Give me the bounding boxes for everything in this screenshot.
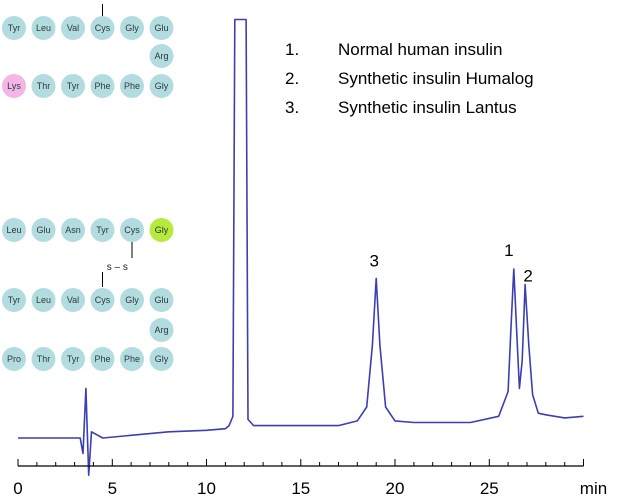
b-bottom-row1-5-label: Glu bbox=[154, 295, 168, 305]
x-tick-label: 15 bbox=[291, 479, 310, 498]
a-chain-3-label: Tyr bbox=[96, 225, 109, 235]
x-tick-label: 20 bbox=[386, 479, 405, 498]
b-bottom-row1-4-label: Gly bbox=[125, 295, 139, 305]
b-bottom-row1-5-circle bbox=[149, 288, 174, 312]
b-bottom-row1-0-circle bbox=[2, 288, 26, 312]
b-top-row1-4-label: Gly bbox=[125, 23, 139, 33]
b-bottom-row1-3-label: Cys bbox=[95, 295, 111, 305]
b-top-row1-1-label: Leu bbox=[36, 23, 51, 33]
a-chain-4-label: Cys bbox=[124, 225, 140, 235]
b-top-row2-2-circle bbox=[61, 74, 85, 98]
b-bottom-row2-0-label: Pro bbox=[7, 354, 21, 364]
a-chain-0-label: Leu bbox=[6, 225, 21, 235]
b-top-row2-2-label: Tyr bbox=[67, 81, 80, 91]
legend-text-2: Synthetic insulin Humalog bbox=[338, 69, 534, 88]
b-top-row2-3-circle bbox=[90, 74, 115, 98]
b-top-row1-0-label: Tyr bbox=[8, 23, 21, 33]
b-bottom-row1-1-label: Leu bbox=[36, 295, 51, 305]
peak-label-3: 3 bbox=[369, 251, 378, 270]
b-top-row2-0-circle bbox=[2, 74, 26, 98]
b-top-row2-4-circle bbox=[120, 74, 144, 98]
b-top-turn-circle bbox=[149, 44, 174, 68]
b-bottom-row2-4-circle bbox=[120, 347, 144, 371]
b-top-row1-0-circle bbox=[2, 16, 26, 40]
b-bottom-row2-3-circle bbox=[90, 347, 115, 371]
a-chain-4-circle bbox=[120, 218, 144, 242]
b-bottom-row2-2-circle bbox=[61, 347, 85, 371]
b-bottom-row2-1-label: Thr bbox=[37, 354, 51, 364]
b-top-row1-2-label: Val bbox=[67, 23, 79, 33]
b-bottom-row1-0-label: Tyr bbox=[8, 295, 21, 305]
b-bottom-row1-2-label: Val bbox=[67, 295, 79, 305]
legend-number-3: 3. bbox=[285, 98, 299, 117]
b-bottom-row2-2-label: Tyr bbox=[67, 354, 80, 364]
a-chain-5-label: Gly bbox=[155, 225, 169, 235]
legend-text-3: Synthetic insulin Lantus bbox=[338, 98, 517, 117]
a-chain-2-circle bbox=[61, 218, 85, 242]
b-top-row1-2-circle bbox=[61, 16, 85, 40]
chromatogram-trace bbox=[18, 18, 584, 476]
b-bottom-row2-1-circle bbox=[31, 347, 56, 371]
x-tick-label: 0 bbox=[13, 479, 22, 498]
x-tick-label: 5 bbox=[108, 479, 117, 498]
x-tick-label: 25 bbox=[480, 479, 499, 498]
b-top-row2-5-label: Gly bbox=[155, 81, 169, 91]
b-top-row1-3-label: Cys bbox=[95, 23, 111, 33]
b-top-row2-5-circle bbox=[149, 74, 174, 98]
b-top-turn-label: Arg bbox=[154, 51, 168, 61]
a-chain-2-label: Asn bbox=[65, 225, 81, 235]
b-top-row1-5-label: Glu bbox=[154, 23, 168, 33]
b-top-row1-1-circle bbox=[31, 16, 56, 40]
a-chain-5-circle bbox=[149, 218, 174, 242]
b-bottom-row1-2-circle bbox=[61, 288, 85, 312]
b-top-row2-0-label: Lys bbox=[7, 81, 21, 91]
b-bottom-row2-4-label: Phe bbox=[124, 354, 140, 364]
a-chain-1-circle bbox=[31, 218, 56, 242]
b-top-row2-4-label: Phe bbox=[124, 81, 140, 91]
b-top-row2-1-label: Thr bbox=[37, 81, 51, 91]
x-tick-label: 10 bbox=[197, 479, 216, 498]
x-axis-unit-label: min bbox=[580, 479, 607, 498]
legend-number-2: 2. bbox=[285, 69, 299, 88]
b-bottom-row2-5-circle bbox=[149, 347, 174, 371]
legend-text-1: Normal human insulin bbox=[338, 40, 502, 59]
peak-label-2: 2 bbox=[523, 267, 532, 286]
b-top-row2-3-label: Phe bbox=[94, 81, 110, 91]
b-bottom-row2-0-circle bbox=[2, 347, 26, 371]
insulin-sequence-diagrams: Tyr Leu Val Cys Gly Glu Arg Lys Thr Tyr Phe Phe Gly L… bbox=[2, 4, 174, 371]
peak-label-1: 1 bbox=[504, 241, 513, 260]
legend: 1. Normal human insulin 2. Synthetic ins… bbox=[285, 40, 534, 117]
b-bottom-turn-label: Arg bbox=[154, 325, 168, 335]
b-top-row1-5-circle bbox=[149, 16, 174, 40]
a-chain-3-circle bbox=[90, 218, 115, 242]
b-top-row2-1-circle bbox=[31, 74, 56, 98]
a-chain-1-label: Glu bbox=[36, 225, 50, 235]
b-top-row1-3-circle bbox=[90, 16, 115, 40]
b-bottom-row2-3-label: Phe bbox=[94, 354, 110, 364]
b-bottom-turn-circle bbox=[149, 318, 174, 342]
legend-number-1: 1. bbox=[285, 40, 299, 59]
b-bottom-row1-1-circle bbox=[31, 288, 56, 312]
disulfide-bond-label: s – s bbox=[107, 262, 128, 273]
b-bottom-row1-3-circle bbox=[90, 288, 115, 312]
x-axis: 0 5 10 15 20 25 bbox=[13, 459, 584, 498]
peak-labels: 3 12 bbox=[369, 241, 532, 286]
b-bottom-row1-4-circle bbox=[120, 288, 144, 312]
b-bottom-row2-5-label: Gly bbox=[155, 354, 169, 364]
b-top-row1-4-circle bbox=[120, 16, 144, 40]
a-chain-0-circle bbox=[2, 218, 26, 242]
